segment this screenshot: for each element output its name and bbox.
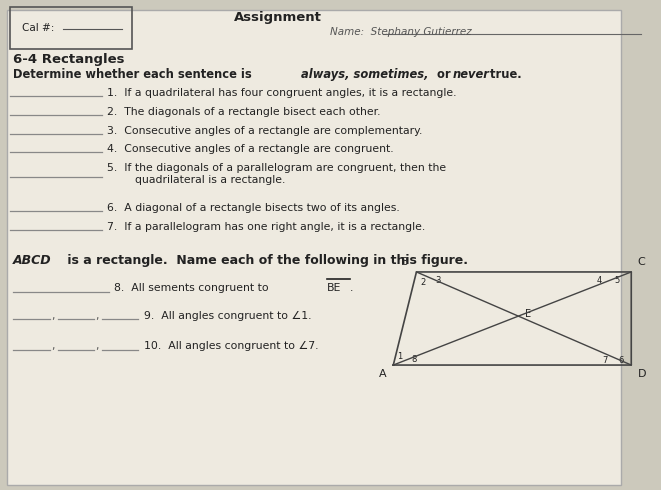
Text: 7: 7 <box>602 356 607 365</box>
Text: ,: , <box>95 311 98 321</box>
Text: true.: true. <box>486 68 522 81</box>
Text: 3.  Consecutive angles of a rectangle are complementary.: 3. Consecutive angles of a rectangle are… <box>107 126 422 136</box>
Text: .: . <box>350 283 354 293</box>
Text: Assignment: Assignment <box>234 11 321 24</box>
Text: Determine whether each sentence is: Determine whether each sentence is <box>13 68 256 81</box>
Text: 5: 5 <box>615 276 620 285</box>
Text: 8: 8 <box>412 355 417 364</box>
Text: 2.  The diagonals of a rectangle bisect each other.: 2. The diagonals of a rectangle bisect e… <box>107 107 381 117</box>
Text: Cal #:: Cal #: <box>22 23 54 33</box>
Text: Name:  Stephany Gutierrez: Name: Stephany Gutierrez <box>330 27 472 37</box>
Text: always, sometimes,: always, sometimes, <box>301 68 428 81</box>
Text: 1: 1 <box>397 352 403 361</box>
Text: 4: 4 <box>597 276 602 285</box>
Text: BE: BE <box>327 283 342 293</box>
Text: 6: 6 <box>618 356 623 365</box>
Text: ,: , <box>51 342 54 351</box>
Text: A: A <box>379 369 387 379</box>
Text: 6.  A diagonal of a rectangle bisects two of its angles.: 6. A diagonal of a rectangle bisects two… <box>107 203 400 213</box>
Text: D: D <box>638 369 646 379</box>
Text: 2: 2 <box>420 278 426 287</box>
Text: 4.  Consecutive angles of a rectangle are congruent.: 4. Consecutive angles of a rectangle are… <box>107 145 394 154</box>
Text: or: or <box>433 68 455 81</box>
Text: 1.  If a quadrilateral has four congruent angles, it is a rectangle.: 1. If a quadrilateral has four congruent… <box>107 88 457 98</box>
Text: 7.  If a parallelogram has one right angle, it is a rectangle.: 7. If a parallelogram has one right angl… <box>107 222 425 232</box>
Text: 3: 3 <box>435 276 440 285</box>
Text: ,: , <box>51 311 54 321</box>
Text: 5.  If the diagonals of a parallelogram are congruent, then the
        quadrila: 5. If the diagonals of a parallelogram a… <box>107 163 446 185</box>
Text: ,: , <box>95 342 98 351</box>
Text: E: E <box>525 309 531 318</box>
FancyBboxPatch shape <box>7 10 621 485</box>
Text: is a rectangle.  Name each of the following in this figure.: is a rectangle. Name each of the followi… <box>63 254 468 267</box>
Text: 9.  All angles congruent to ∠1.: 9. All angles congruent to ∠1. <box>144 311 311 321</box>
Text: never: never <box>453 68 490 81</box>
Text: ABCD: ABCD <box>13 254 52 267</box>
Text: 10.  All angles congruent to ∠7.: 10. All angles congruent to ∠7. <box>144 342 319 351</box>
Text: 8.  All sements congruent to: 8. All sements congruent to <box>114 283 272 293</box>
Text: B: B <box>401 257 408 267</box>
Text: 6-4 Rectangles: 6-4 Rectangles <box>13 53 125 66</box>
Text: C: C <box>638 257 646 267</box>
